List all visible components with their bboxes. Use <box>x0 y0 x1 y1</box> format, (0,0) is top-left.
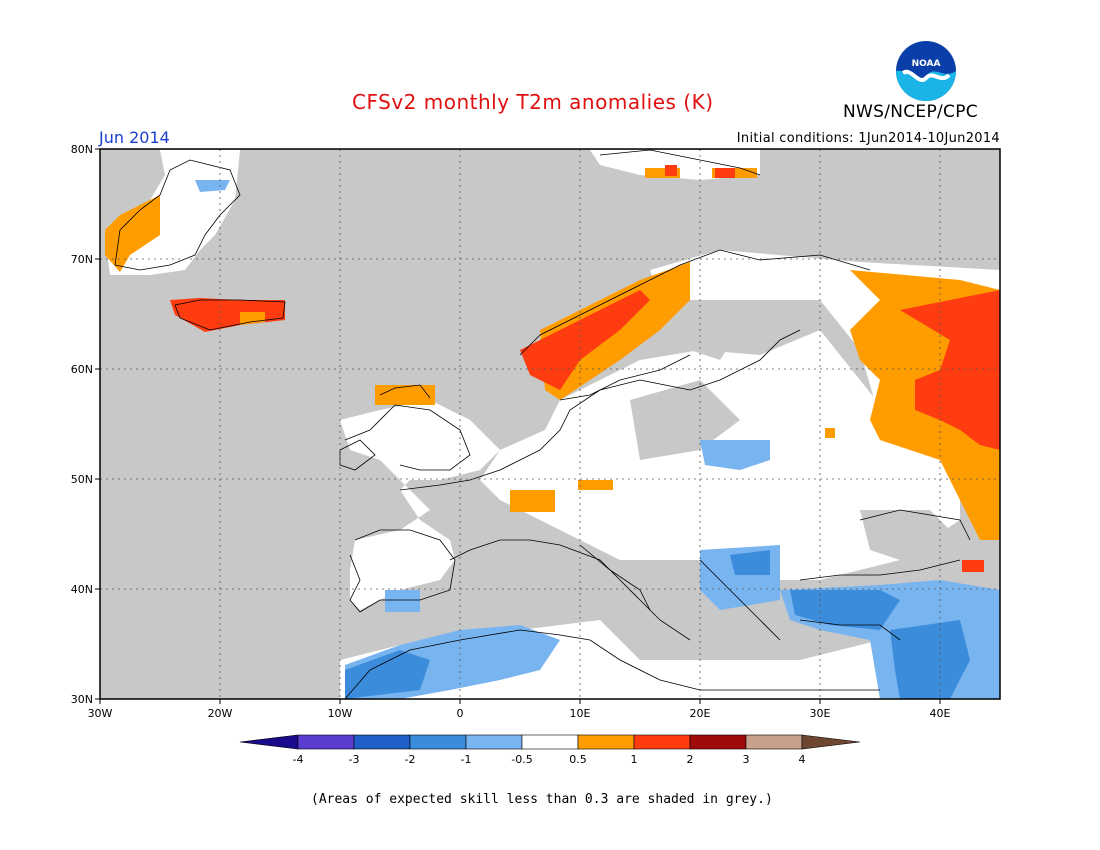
lon-tick-label: 10W <box>328 707 353 720</box>
cold-anomaly-region <box>730 550 770 575</box>
colorbar-label: 3 <box>743 753 750 766</box>
cold-anomaly-region <box>890 620 970 699</box>
hot-anomaly-region <box>900 290 1000 450</box>
lat-tick-label: 60N <box>71 363 93 376</box>
warm-anomaly-region <box>510 490 555 512</box>
lon-tick-label: 30E <box>810 707 831 720</box>
lon-tick-label: 0 <box>457 707 464 720</box>
lat-tick-label: 30N <box>71 693 93 706</box>
cool-anomaly-region <box>385 590 420 612</box>
colorbar-swatch <box>409 734 467 750</box>
anomaly-field <box>105 150 1000 699</box>
svg-text:NOAA: NOAA <box>912 59 941 69</box>
colorbar-swatch <box>353 734 411 750</box>
colorbar-label: -2 <box>405 753 416 766</box>
noaa-logo-icon: NOAA <box>896 41 956 101</box>
colorbar-swatch <box>465 734 523 750</box>
hot-anomaly-region <box>520 290 650 390</box>
lon-tick-label: 10E <box>570 707 591 720</box>
cool-anomaly-region <box>700 440 770 470</box>
forecast-month: Jun 2014 <box>99 128 170 147</box>
colorbar-swatch <box>521 734 579 750</box>
colorbar-swatch <box>633 734 691 750</box>
lat-tick-label: 40N <box>71 583 93 596</box>
cold-anomaly-region <box>345 650 430 699</box>
colorbar: -4 -3 -2 -1 -0.5 0.5 1 2 3 4 <box>239 734 861 766</box>
colorbar-label: 4 <box>799 753 806 766</box>
colorbar-label: -0.5 <box>511 753 532 766</box>
hot-anomaly-region <box>962 560 984 572</box>
map-title: CFSv2 monthly T2m anomalies (K) <box>352 90 714 114</box>
colorbar-swatch <box>577 734 635 750</box>
map-frame <box>99 148 1001 700</box>
agency-label: NWS/NCEP/CPC <box>843 102 978 122</box>
lon-tick-label: 40E <box>930 707 951 720</box>
warm-anomaly-region <box>825 428 835 438</box>
graticule <box>100 149 1000 699</box>
hot-anomaly-region <box>715 168 735 178</box>
colorbar-label: 0.5 <box>569 753 587 766</box>
lon-tick-label: 20W <box>208 707 233 720</box>
cool-anomaly-region <box>195 180 230 192</box>
colorbar-swatch <box>745 734 803 750</box>
hot-anomaly-region <box>170 298 285 332</box>
warm-anomaly-region <box>645 168 680 178</box>
lat-tick-label: 50N <box>71 473 93 486</box>
lat-axis: 30N 40N 50N 60N 70N 80N <box>71 143 100 706</box>
warm-anomaly-region <box>240 312 265 325</box>
colorbar-swatch <box>689 734 747 750</box>
lon-tick-label: 20E <box>690 707 711 720</box>
warm-anomaly-region <box>578 480 613 490</box>
colorbar-label: 1 <box>631 753 638 766</box>
colorbar-label: -4 <box>293 753 304 766</box>
skill-footnote: (Areas of expected skill less than 0.3 a… <box>311 792 773 807</box>
lat-tick-label: 80N <box>71 143 93 156</box>
lat-tick-label: 70N <box>71 253 93 266</box>
colorbar-swatch <box>297 734 355 750</box>
colorbar-min-arrow <box>239 734 299 750</box>
colorbar-label: -3 <box>349 753 360 766</box>
white-region <box>340 400 500 610</box>
lon-axis: 30W 20W 10W 0 10E 20E 30E 40E <box>88 699 951 720</box>
hot-anomaly-region <box>665 165 677 176</box>
warm-anomaly-region <box>105 195 160 272</box>
colorbar-label: 2 <box>687 753 694 766</box>
colorbar-max-arrow <box>801 734 861 750</box>
warm-anomaly-region <box>375 385 435 405</box>
low-skill-region <box>860 510 960 560</box>
initial-conditions: Initial conditions: 1Jun2014-10Jun2014 <box>736 131 1000 146</box>
lon-tick-label: 30W <box>88 707 113 720</box>
low-skill-region <box>670 300 740 360</box>
colorbar-label: -1 <box>461 753 472 766</box>
cold-anomaly-region <box>790 590 900 630</box>
